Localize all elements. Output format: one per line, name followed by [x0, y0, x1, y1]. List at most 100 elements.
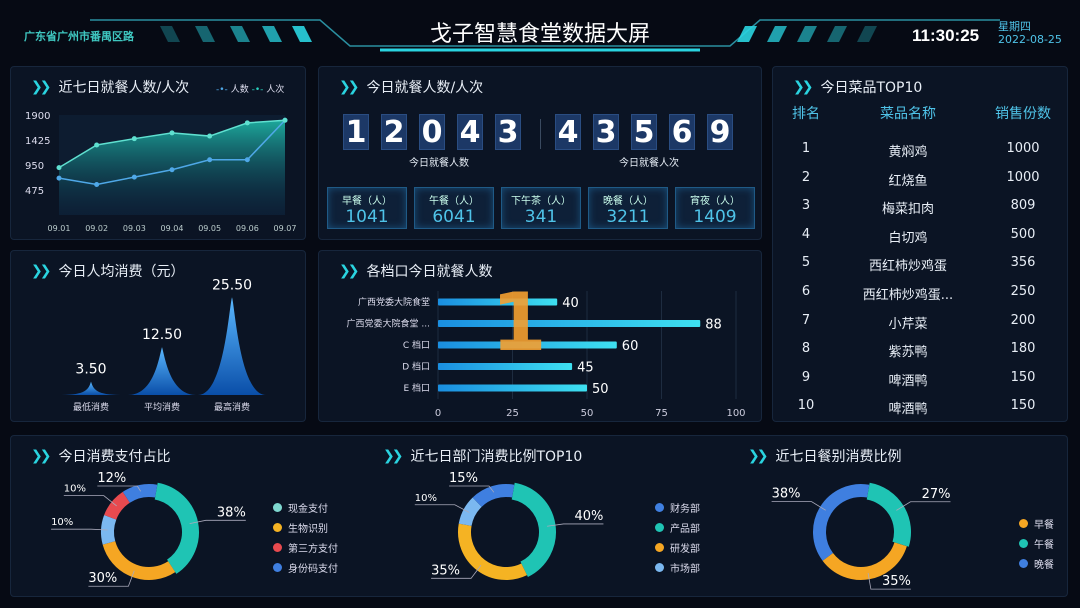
chevron-icon: ❯❯ [339, 263, 360, 279]
meal-value: 1041 [345, 207, 389, 227]
meal-label: 晚餐（人） [603, 196, 653, 207]
legend-label: 研发部 [670, 544, 700, 555]
point-visits [94, 142, 100, 148]
bar-value: 60 [622, 339, 639, 354]
rank: 1 [801, 141, 811, 156]
point-visits [207, 133, 213, 139]
meal-card: 下午茶（人） 341 [501, 187, 581, 229]
dish-name: 黄焖鸡 [888, 145, 928, 160]
slice-label: 15% [449, 471, 478, 486]
y-tick-label: 475 [25, 186, 44, 197]
leader-line [51, 528, 108, 531]
point-people [131, 174, 137, 180]
panel-title: ❯❯ 今日菜品TOP10 [793, 77, 922, 97]
digit: 6 [669, 114, 695, 150]
donut-charts: 38% 30% 10% 10% 12% 40% 35% 10% 15% 27% 35% 38% [51, 471, 951, 590]
x-tick-label: 09.05 [198, 224, 221, 233]
bar-value: 50 [592, 382, 609, 397]
header-frame [90, 19, 1000, 52]
top10-dishes-panel: ❯❯ 今日菜品TOP10 排名 菜品名称 销售份数 1 黄焖鸡 1000 2 红烧鱼 100… [772, 66, 1068, 422]
rank: 4 [801, 226, 811, 242]
legend-item[interactable]: 现金支付 [273, 500, 328, 515]
clock-time: 11:30:25 [912, 26, 980, 45]
legend-item[interactable]: 产品部 [655, 520, 700, 535]
point-visits [169, 130, 175, 136]
panel-title: ❯❯ 今日消费支付占比 [31, 446, 170, 466]
legend-dot-icon [655, 523, 664, 532]
table-row: 8 紫苏鸭 180 [773, 341, 1069, 361]
chevron-icon: ❯❯ [31, 263, 52, 279]
legend-dot-icon [1019, 539, 1028, 548]
rank: 3 [801, 198, 811, 214]
x-tick-label: 09.03 [123, 224, 146, 233]
slice-label: 30% [88, 571, 117, 586]
legend-item[interactable]: 早餐 [1019, 516, 1054, 531]
y-tick-label: 1900 [25, 111, 50, 122]
donut-slice [104, 491, 131, 520]
peak-2 [198, 297, 266, 395]
meal-value: 3211 [606, 207, 650, 227]
legend-dot-icon [655, 503, 664, 512]
legend-label: 市场部 [670, 564, 700, 575]
x-tick-label: 09.07 [274, 224, 297, 233]
legend-item[interactable]: 身份码支付 [273, 560, 338, 575]
panel-title: ❯❯ 近七日就餐人数/人次 [31, 77, 189, 97]
sales: 1000 [1006, 141, 1040, 156]
point-people [169, 167, 175, 173]
y-tick-label: 广西党委大院食堂 [358, 296, 430, 308]
stall-dining-panel: ❯❯ 各档口今日就餐人数 0 25 50 75 100 广西党委大院食堂 40 广西党委大院食堂… [318, 250, 762, 422]
leader-line [771, 501, 826, 511]
title-text: 今日菜品TOP10 [820, 80, 923, 96]
meal-value: 6041 [432, 207, 476, 227]
legend-item[interactable]: 财务部 [655, 500, 700, 515]
sales: 180 [1010, 341, 1036, 357]
title-text: 今日消费支付占比 [58, 449, 171, 465]
slice-label: 35% [431, 563, 460, 578]
dish-name: 紫苏鸭 [888, 345, 928, 361]
table-row: 6 西红柿炒鸡蛋... 250 [773, 284, 1069, 304]
point-visits [244, 120, 250, 126]
table-row: 10 啤酒鸭 150 [773, 398, 1069, 418]
table-row: 9 啤酒鸭 150 [773, 370, 1069, 390]
weekday: 星期四 [998, 20, 1031, 33]
title-text: 近七日部门消费比例TOP10 [410, 449, 583, 465]
donut-slice [154, 482, 199, 574]
legend-item[interactable]: 研发部 [655, 540, 700, 555]
legend-dot-icon [655, 543, 664, 552]
chart-legend: -•- 人数 -•- 人次 [216, 85, 285, 95]
chevron-icon: ❯❯ [31, 448, 52, 464]
table-row: 7 小芹菜 200 [773, 313, 1069, 333]
slice-label: 10% [51, 517, 73, 528]
dish-name: 啤酒鸭 [888, 402, 928, 418]
legend-dot-icon [1019, 519, 1028, 528]
legend-item[interactable]: 晚餐 [1019, 556, 1054, 571]
legend-item[interactable]: 第三方支付 [273, 540, 338, 555]
digit: 2 [381, 114, 407, 150]
donut-slice [822, 542, 907, 580]
avg-spend-panel: ❯❯ 今日人均消费（元） 3.50 最低消费 12.50 平均消费 25.50 最高消费 [10, 250, 306, 422]
x-tick-label: 09.02 [85, 224, 108, 233]
leader-line [97, 485, 141, 492]
category-label: 最高消费 [214, 401, 250, 413]
category-label: 平均消费 [144, 401, 180, 413]
panel-title: ❯❯ 今日人均消费（元） [31, 261, 184, 281]
category-label: 最低消费 [73, 401, 109, 413]
legend-item[interactable]: 生物识别 [273, 520, 328, 535]
meal-card: 早餐（人） 1041 [327, 187, 407, 229]
digit: 1 [343, 114, 369, 150]
digit: 0 [419, 114, 445, 150]
sales: 250 [1010, 284, 1036, 299]
location-text: 广东省广州市番禺区路 [24, 30, 134, 43]
x-tick-label: 09.04 [161, 224, 184, 233]
slice-label: 27% [922, 487, 951, 502]
legend-item[interactable]: 市场部 [655, 560, 700, 575]
legend-item[interactable]: 午餐 [1019, 536, 1054, 551]
sales: 200 [1010, 312, 1036, 328]
rank: 2 [801, 169, 811, 185]
x-tick-label: 09.06 [236, 224, 259, 233]
y-tick-label: C 档口 [403, 339, 430, 351]
meal-label: 下午茶（人） [511, 196, 571, 207]
legend-dot-icon [655, 563, 664, 572]
legend-label: 晚餐 [1034, 560, 1054, 571]
meal-card: 宵夜（人） 1409 [675, 187, 755, 229]
